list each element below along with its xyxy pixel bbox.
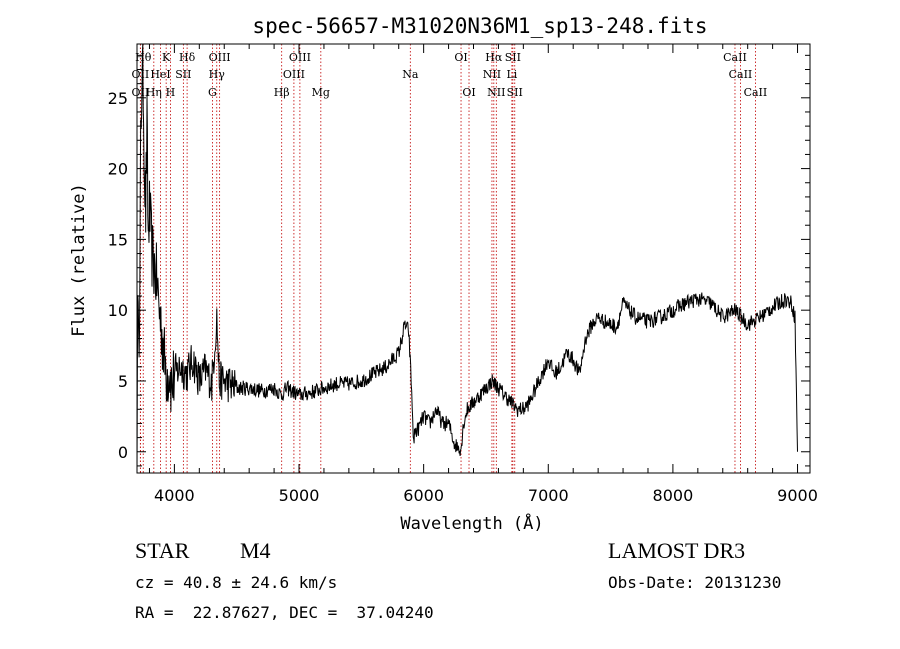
y-tick-label: 15 bbox=[108, 230, 128, 249]
line-label: CaII bbox=[744, 86, 768, 99]
x-tick-label: 9000 bbox=[777, 486, 818, 505]
line-label: HeI bbox=[150, 68, 170, 81]
line-label: Hη bbox=[146, 86, 162, 99]
x-tick-label: 4000 bbox=[154, 486, 195, 505]
object-subclass: M4 bbox=[240, 538, 271, 563]
line-label: OI bbox=[462, 86, 475, 99]
survey-name: LAMOST DR3 bbox=[608, 538, 746, 563]
line-label: SII bbox=[507, 86, 523, 99]
line-label: OII bbox=[132, 68, 150, 81]
x-axis-label: Wavelength (Å) bbox=[400, 512, 543, 534]
y-tick-label: 0 bbox=[118, 443, 128, 462]
line-label: Hα bbox=[485, 51, 503, 64]
x-tick-label: 7000 bbox=[528, 486, 569, 505]
x-tick-label: 5000 bbox=[279, 486, 320, 505]
line-label: Hθ bbox=[135, 51, 152, 64]
line-label: Hγ bbox=[209, 68, 226, 81]
plot-frame bbox=[136, 43, 811, 474]
y-tick-label: 10 bbox=[108, 301, 128, 320]
line-label: OI bbox=[454, 51, 467, 64]
x-axis: 4000 5000 6000 7000 8000 9000 bbox=[148, 44, 818, 505]
line-label: H bbox=[166, 86, 176, 99]
line-label: SII bbox=[175, 68, 191, 81]
line-label: K bbox=[162, 51, 171, 64]
x-tick-label: 6000 bbox=[403, 486, 444, 505]
chart-title: spec-56657-M31020N36M1_sp13-248.fits bbox=[252, 14, 707, 38]
line-label: CaII bbox=[729, 68, 753, 81]
redshift-velocity: cz = 40.8 ± 24.6 km/s bbox=[135, 573, 338, 592]
y-tick-label: 20 bbox=[108, 160, 128, 179]
observation-date: Obs-Date: 20131230 bbox=[608, 573, 782, 592]
line-label: Na bbox=[402, 68, 419, 81]
line-label: OII bbox=[132, 86, 150, 99]
y-axis: 0 5 10 15 20 25 bbox=[108, 54, 810, 467]
line-label: G bbox=[208, 86, 217, 99]
line-label: Mg bbox=[312, 86, 330, 99]
spectrum-series bbox=[136, 43, 798, 474]
ra-dec: RA = 22.87627, DEC = 37.04240 bbox=[135, 603, 434, 622]
line-label: NII bbox=[487, 86, 505, 99]
y-tick-label: 25 bbox=[108, 89, 128, 108]
spectral-line-markers bbox=[139, 44, 756, 473]
line-label: CaII bbox=[723, 51, 747, 64]
line-label: NII bbox=[483, 68, 501, 81]
y-axis-label: Flux (relative) bbox=[69, 183, 89, 337]
line-label: OIII bbox=[289, 51, 311, 64]
line-label: Li bbox=[506, 68, 517, 81]
line-label: OIII bbox=[283, 68, 305, 81]
y-tick-label: 5 bbox=[118, 372, 128, 391]
object-class: STAR bbox=[135, 538, 190, 563]
line-label: OIII bbox=[209, 51, 231, 64]
x-tick-label: 8000 bbox=[653, 486, 694, 505]
line-label: Hβ bbox=[274, 86, 290, 99]
line-label: Hδ bbox=[179, 51, 196, 64]
line-label: SII bbox=[505, 51, 521, 64]
